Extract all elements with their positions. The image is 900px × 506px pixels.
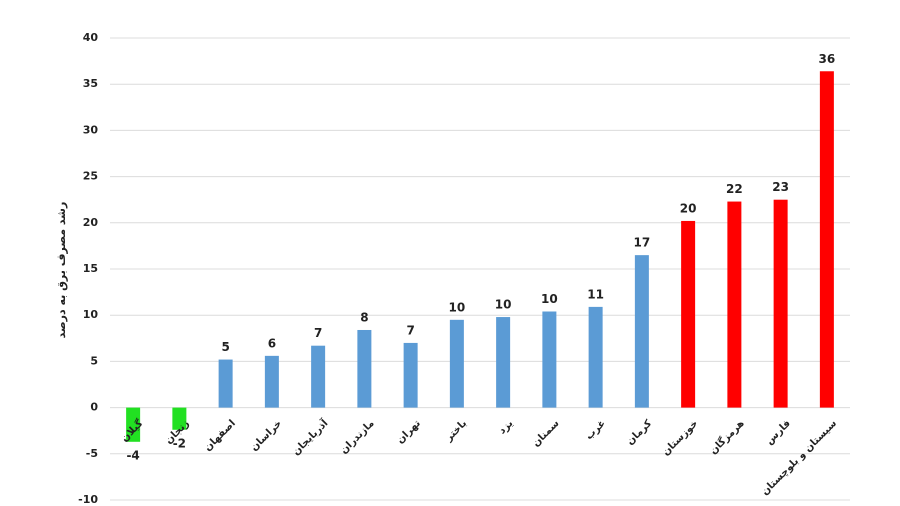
- value-label: 7: [314, 326, 322, 340]
- x-tick-label: سمنان: [531, 418, 562, 449]
- x-tick-label: باختر: [443, 418, 469, 444]
- value-label: 36: [819, 52, 836, 66]
- x-tick-label: یزد: [497, 418, 516, 437]
- value-label: 22: [726, 182, 743, 196]
- y-tick-label: -5: [86, 447, 98, 460]
- x-tick-label: خوزستان: [660, 418, 700, 458]
- x-tick-label: اصفهان: [202, 418, 237, 453]
- bar: [542, 311, 557, 408]
- x-tick-label: سیستان و بلوچستان: [760, 418, 840, 498]
- x-tick-label: آذربایجان: [289, 416, 330, 457]
- value-label: -4: [126, 448, 139, 462]
- y-tick-label: -10: [78, 493, 98, 506]
- value-label: 20: [680, 201, 697, 215]
- value-label: 5: [221, 340, 229, 354]
- bar: [311, 345, 326, 408]
- value-label: 7: [406, 323, 414, 337]
- y-tick-label: 0: [90, 401, 98, 414]
- value-label: 23: [772, 180, 789, 194]
- bar: [588, 306, 603, 408]
- bar: [773, 199, 788, 408]
- y-tick-label: 20: [83, 216, 99, 229]
- y-tick-label: 5: [90, 354, 98, 367]
- y-tick-label: 30: [83, 123, 99, 136]
- value-label: -2: [173, 436, 186, 450]
- x-tick-label: تهران: [395, 418, 423, 446]
- value-label: 10: [541, 292, 558, 306]
- bar: [357, 329, 372, 408]
- bar: [634, 255, 649, 408]
- x-tick-label: کرمان: [625, 418, 654, 447]
- x-tick-label: مازندران: [338, 418, 376, 456]
- y-tick-label: 35: [83, 77, 98, 90]
- x-tick-label: هرمزگان: [707, 417, 747, 457]
- value-label: 6: [268, 336, 276, 350]
- x-tick-label: خراسان: [249, 418, 284, 453]
- y-tick-label: 25: [83, 170, 98, 183]
- bar: [449, 319, 464, 408]
- bar: [681, 220, 696, 408]
- bar: [172, 407, 187, 430]
- y-axis-title: رشد مصرف برق به درصد: [55, 202, 68, 339]
- bar: [727, 201, 742, 408]
- bar: [819, 71, 834, 408]
- y-tick-label: 10: [83, 308, 99, 321]
- x-tick-label: فارس: [764, 418, 793, 447]
- value-label: 8: [360, 310, 368, 324]
- value-label: 10: [495, 298, 512, 312]
- bar: [403, 342, 418, 408]
- value-label: 17: [634, 236, 651, 250]
- bar: [496, 317, 511, 408]
- bar: [126, 407, 141, 442]
- y-tick-label: 15: [83, 262, 98, 275]
- bar: [218, 359, 233, 408]
- y-tick-label: 40: [83, 31, 99, 44]
- value-label: 10: [449, 300, 466, 314]
- x-tick-label: غرب: [584, 418, 608, 442]
- bar: [264, 355, 279, 408]
- value-label: 11: [587, 287, 604, 301]
